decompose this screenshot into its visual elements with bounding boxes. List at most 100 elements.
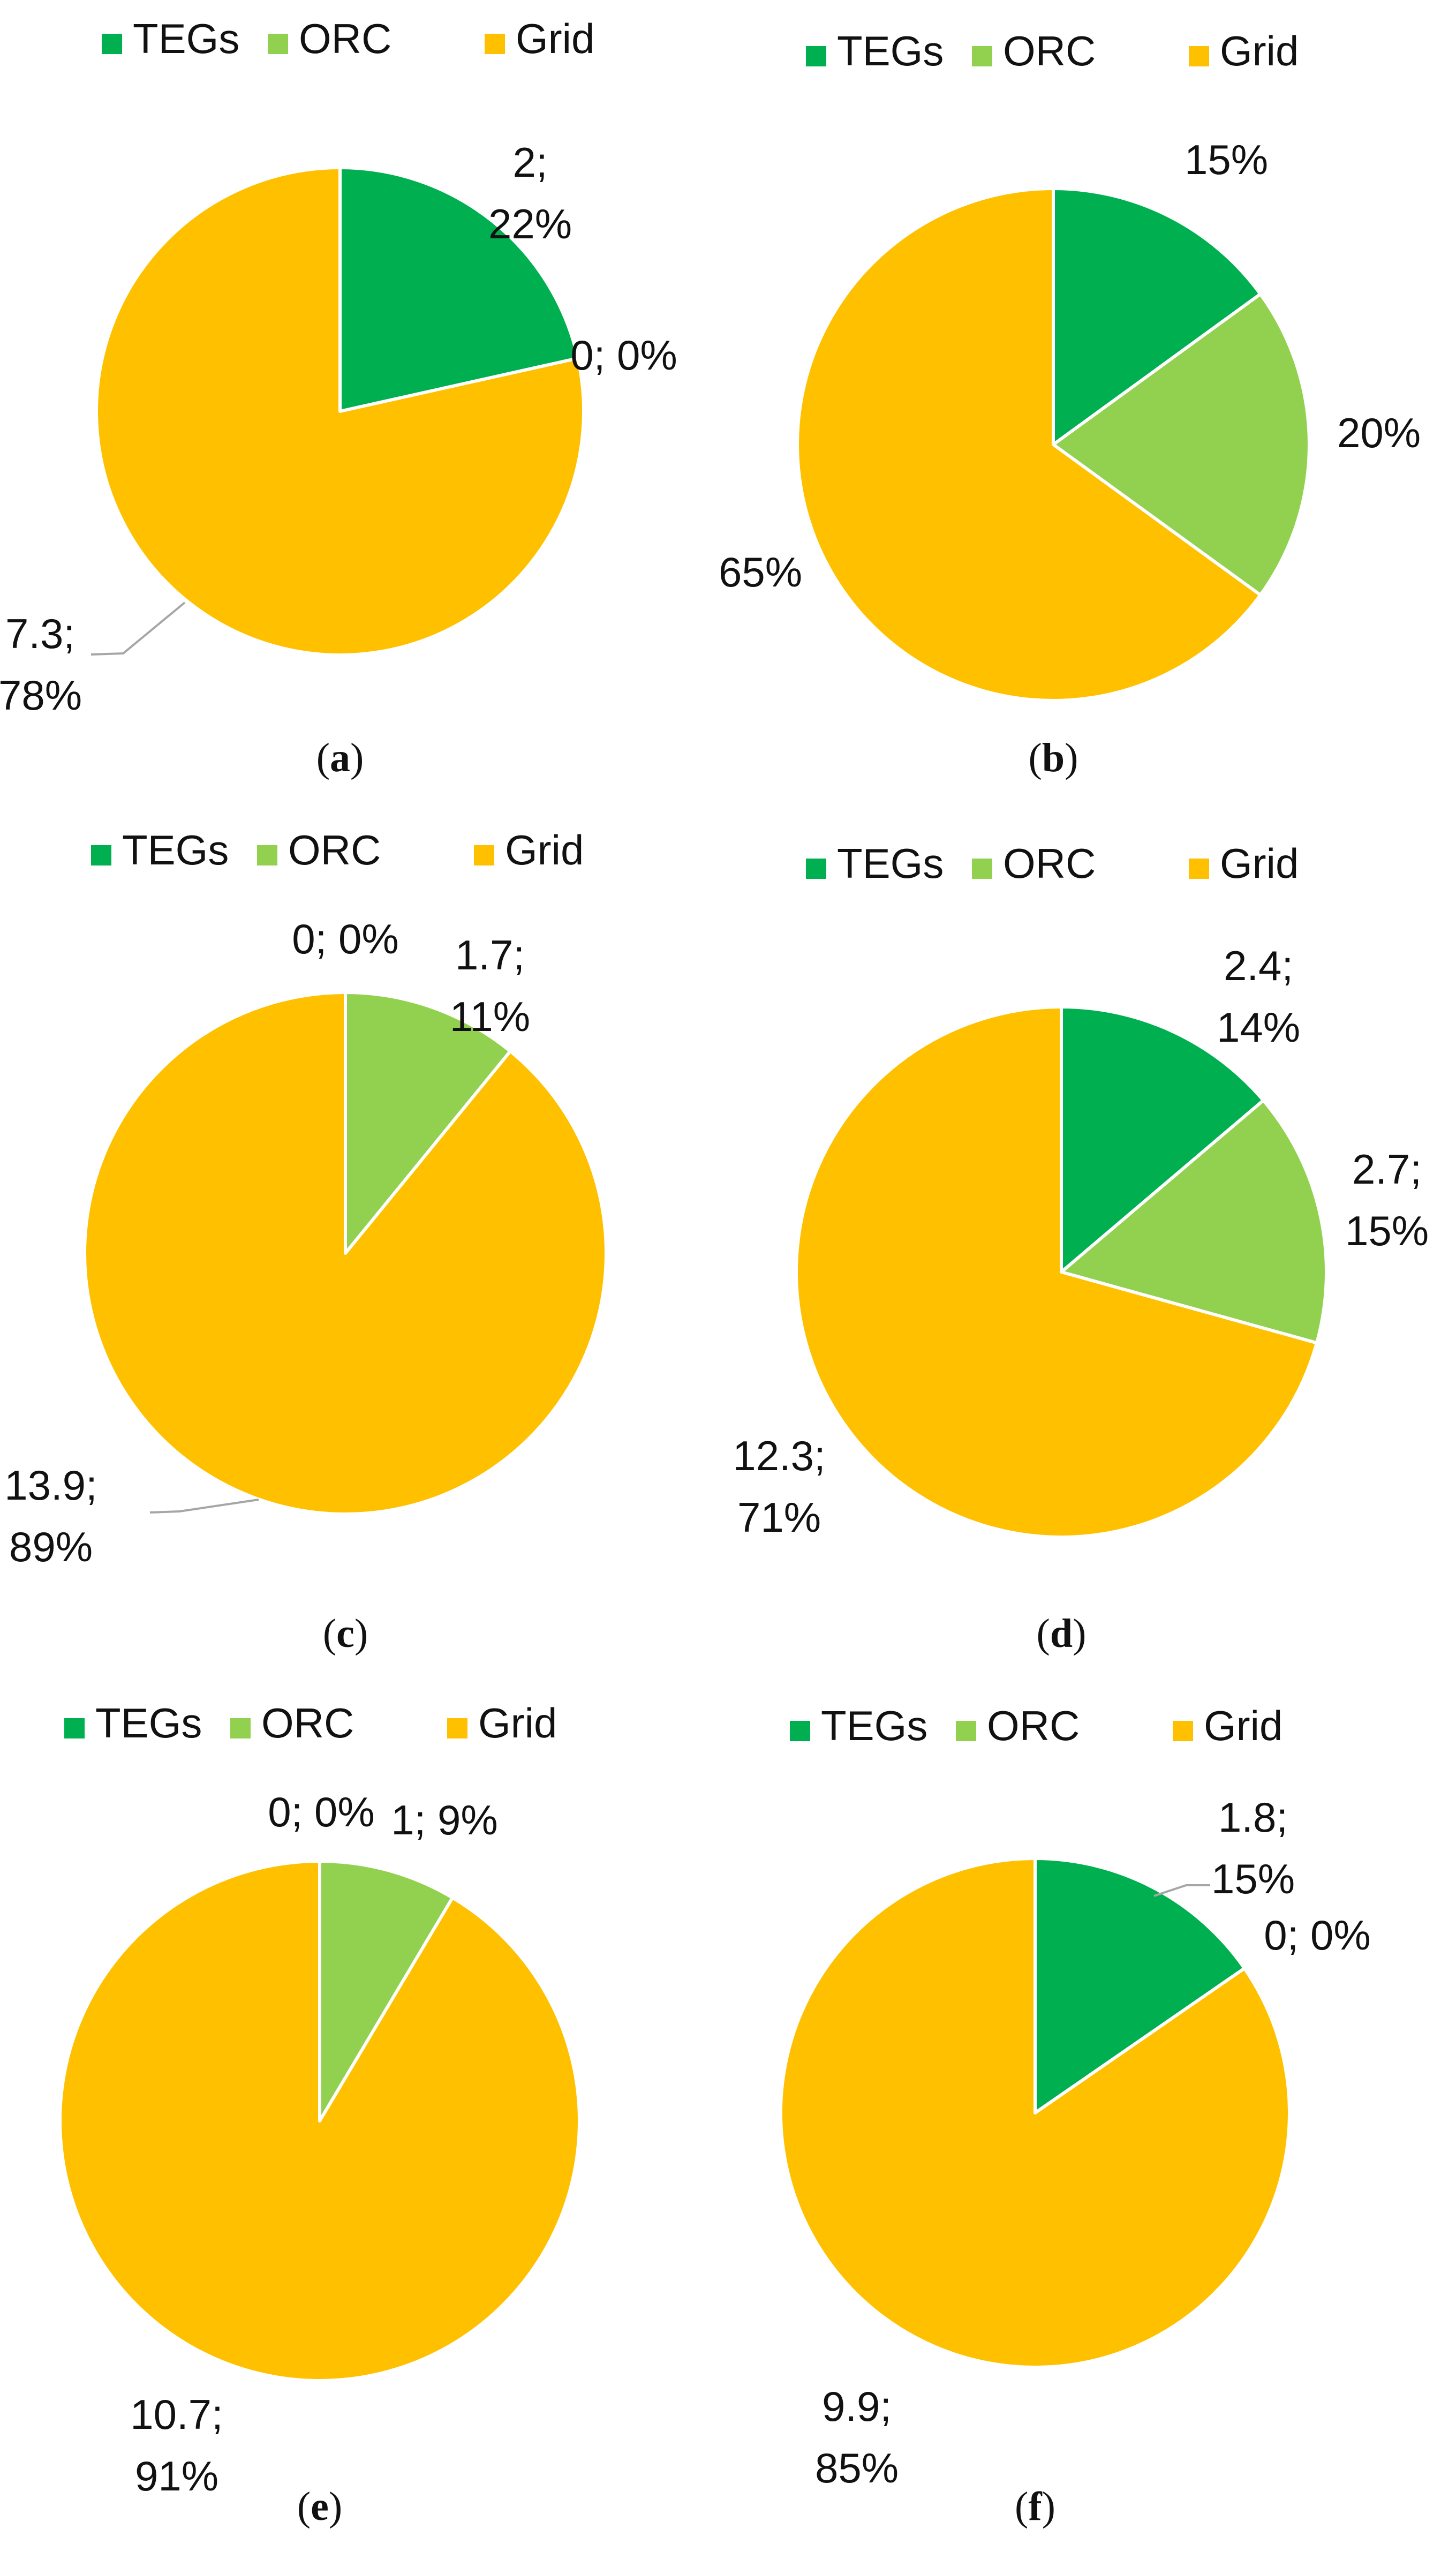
legend-label-orc: ORC — [288, 826, 381, 874]
legend-swatch-orc — [956, 1721, 976, 1741]
legend-swatch-orc — [230, 1718, 251, 1738]
caption-letter: e — [311, 2484, 329, 2529]
legend-swatch-orc — [257, 845, 277, 865]
data-label-line: 0; 0% — [292, 915, 398, 962]
legend-label-tegs: TEGs — [133, 15, 239, 62]
data-label-line: 1.7; — [455, 931, 525, 979]
pie-slice-tegs — [1060, 1005, 1265, 1274]
data-label-orc: 1.7; 11% — [450, 931, 530, 1040]
data-label-line: 12.3; — [733, 1432, 825, 1479]
data-label-line: 7.3; — [5, 610, 75, 657]
data-label-line: 14% — [1217, 1004, 1300, 1051]
caption-letter: c — [336, 1611, 354, 1656]
data-label-line: 71% — [737, 1494, 821, 1541]
data-label-line: 1.8; — [1218, 1794, 1288, 1841]
pie-slice-orc — [1060, 1098, 1328, 1345]
legend-label-tegs: TEGs — [821, 1702, 927, 1749]
pie-slice-grid — [95, 166, 585, 657]
panel-caption: (c) — [323, 1611, 368, 1656]
data-label-line: 15% — [1185, 136, 1268, 183]
data-label-line: 2.7; — [1352, 1146, 1422, 1193]
legend-swatch-tegs — [102, 34, 122, 54]
data-label-line: 0; 0% — [268, 1788, 374, 1835]
pie-panel-b: TEGs ORC Grid 15% 20% 65% (b) — [719, 27, 1421, 780]
data-label-orc: 2.7; 15% — [1345, 1146, 1429, 1254]
legend-label-orc: ORC — [299, 15, 391, 62]
pie-slice-grid — [779, 1857, 1291, 2369]
panel-caption: (e) — [297, 2484, 342, 2529]
legend-swatch-tegs — [806, 46, 826, 66]
legend-label-grid: Grid — [1220, 27, 1299, 74]
pie-slice-tegs — [338, 166, 580, 413]
panel-caption: (a) — [316, 735, 364, 780]
data-label-line: 1; 9% — [391, 1796, 497, 1843]
legend-label-grid: Grid — [1220, 840, 1299, 887]
legend-swatch-orc — [972, 859, 992, 879]
panel-caption: (f) — [1015, 2484, 1055, 2529]
legend-swatch-tegs — [64, 1718, 85, 1738]
caption-open-paren: ( — [1015, 2484, 1028, 2529]
pie-slice-orc — [318, 1860, 455, 2123]
caption-close-paren: ) — [1042, 2484, 1055, 2529]
data-label-grid: 9.9; 85% — [815, 2383, 899, 2492]
data-label-grid: 13.9; 89% — [4, 1462, 97, 1570]
data-label-tegs: 2.4; 14% — [1217, 942, 1300, 1051]
caption-open-paren: ( — [297, 2484, 311, 2529]
legend-label-orc: ORC — [1003, 840, 1096, 887]
data-label-orc: 0; 0% — [570, 332, 677, 379]
pie-slice-grid — [795, 1005, 1318, 1539]
data-label-tegs: 2; 22% — [488, 139, 572, 247]
caption-close-paren: ) — [354, 1611, 368, 1656]
caption-letter: a — [330, 735, 350, 780]
data-label-line: 15% — [1345, 1207, 1429, 1254]
caption-letter: d — [1050, 1611, 1073, 1656]
caption-open-paren: ( — [323, 1611, 336, 1656]
data-label-grid: 12.3; 71% — [733, 1432, 825, 1541]
legend-label-tegs: TEGs — [837, 840, 944, 887]
legend-label-orc: ORC — [1003, 27, 1096, 74]
data-label-line: 65% — [719, 548, 802, 596]
legend-swatch-grid — [474, 845, 494, 865]
pie-slice-tegs — [1033, 1857, 1246, 2114]
legend-label-orc: ORC — [261, 1699, 354, 1747]
data-label-grid: 7.3; 78% — [0, 610, 82, 719]
data-label-orc: 0; 0% — [1264, 1911, 1370, 1959]
data-label-line: 0; 0% — [570, 332, 677, 379]
pie-panel-d: TEGs ORC Grid 2.4; 14% 2.7; 15% 12.3; 71% (d) — [733, 840, 1429, 1656]
legend-label-grid: Grid — [505, 826, 584, 874]
data-label-tegs: 15% — [1185, 136, 1268, 183]
data-label-tegs: 0; 0% — [268, 1788, 374, 1835]
pie-slice-orc — [1052, 292, 1311, 597]
legend-swatch-grid — [1189, 859, 1209, 879]
data-label-line: 89% — [9, 1523, 93, 1570]
data-label-tegs: 0; 0% — [292, 915, 398, 962]
legend-swatch-tegs — [806, 859, 826, 879]
pie-slice-orc — [344, 991, 512, 1255]
pie-slice-grid — [83, 991, 608, 1516]
data-label-line: 2; — [512, 139, 547, 186]
legend-label-tegs: TEGs — [95, 1699, 202, 1747]
data-label-line: 11% — [450, 993, 530, 1040]
legend-label-orc: ORC — [987, 1702, 1080, 1749]
leader-line — [1153, 1884, 1210, 1897]
caption-open-paren: ( — [316, 735, 330, 780]
data-label-orc: 20% — [1337, 409, 1421, 456]
caption-close-paren: ) — [1073, 1611, 1086, 1656]
caption-close-paren: ) — [329, 2484, 342, 2529]
data-label-tegs: 1.8; 15% — [1211, 1794, 1295, 1902]
legend-swatch-grid — [1173, 1721, 1193, 1741]
caption-close-paren: ) — [350, 735, 364, 780]
legend-swatch-orc — [268, 34, 288, 54]
data-label-line: 9.9; — [822, 2383, 892, 2430]
caption-letter: b — [1042, 735, 1065, 780]
panel-caption: (d) — [1037, 1611, 1087, 1656]
data-label-line: 2.4; — [1224, 942, 1293, 989]
legend-label-grid: Grid — [1204, 1702, 1283, 1749]
data-label-grid: 65% — [719, 548, 802, 596]
legend-swatch-tegs — [790, 1721, 810, 1741]
data-label-line: 91% — [135, 2452, 218, 2500]
legend-swatch-grid — [485, 34, 505, 54]
legend-label-tegs: TEGs — [837, 27, 944, 74]
